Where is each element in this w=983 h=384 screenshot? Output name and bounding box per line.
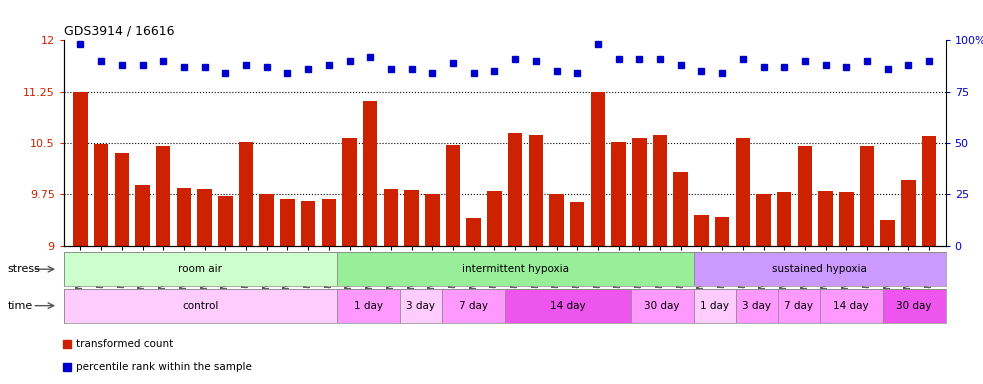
Bar xyxy=(591,92,606,246)
Bar xyxy=(735,289,778,323)
Bar xyxy=(136,185,149,246)
Bar xyxy=(778,289,820,323)
Bar xyxy=(819,191,833,246)
Bar xyxy=(383,189,398,246)
Text: GDS3914 / 16616: GDS3914 / 16616 xyxy=(64,25,174,38)
Bar xyxy=(115,153,129,246)
Bar xyxy=(467,218,481,246)
Bar xyxy=(156,146,170,246)
Text: 3 day: 3 day xyxy=(406,301,435,311)
Text: 30 day: 30 day xyxy=(645,301,680,311)
Bar xyxy=(239,142,254,246)
Bar xyxy=(488,191,501,246)
Bar xyxy=(860,146,874,246)
Bar xyxy=(260,194,274,246)
Bar xyxy=(400,289,441,323)
Text: time: time xyxy=(8,301,33,311)
Bar xyxy=(632,137,647,246)
Bar xyxy=(337,289,400,323)
Text: 14 day: 14 day xyxy=(834,301,869,311)
Bar xyxy=(694,252,946,286)
Bar xyxy=(694,289,735,323)
Text: intermittent hypoxia: intermittent hypoxia xyxy=(462,264,569,274)
Text: 7 day: 7 day xyxy=(459,301,488,311)
Bar xyxy=(425,194,439,246)
Bar xyxy=(839,192,853,246)
Bar xyxy=(549,194,564,246)
Bar xyxy=(756,194,771,246)
Bar xyxy=(505,289,631,323)
Text: 1 day: 1 day xyxy=(354,301,382,311)
Text: transformed count: transformed count xyxy=(77,339,174,349)
Bar xyxy=(631,289,694,323)
Bar xyxy=(363,101,377,246)
Bar xyxy=(301,201,316,246)
Text: room air: room air xyxy=(178,264,222,274)
Bar xyxy=(694,215,709,246)
Bar xyxy=(529,135,543,246)
Bar xyxy=(198,189,212,246)
Text: 3 day: 3 day xyxy=(742,301,772,311)
Text: control: control xyxy=(182,301,218,311)
Bar xyxy=(820,289,883,323)
Text: 1 day: 1 day xyxy=(700,301,729,311)
Bar xyxy=(881,220,895,246)
Bar xyxy=(94,144,108,246)
Bar xyxy=(735,138,750,246)
Bar xyxy=(715,217,729,246)
Bar xyxy=(508,133,522,246)
Bar xyxy=(337,252,694,286)
Bar xyxy=(404,190,419,246)
Text: 14 day: 14 day xyxy=(549,301,586,311)
Bar xyxy=(64,252,337,286)
Bar xyxy=(797,146,812,246)
Bar xyxy=(901,180,915,246)
Bar xyxy=(922,136,937,246)
Text: 30 day: 30 day xyxy=(896,301,932,311)
Bar xyxy=(342,137,357,246)
Bar xyxy=(321,199,336,246)
Bar xyxy=(64,289,337,323)
Bar xyxy=(280,199,295,246)
Bar xyxy=(611,142,626,246)
Text: 7 day: 7 day xyxy=(784,301,813,311)
Bar xyxy=(177,188,191,246)
Bar xyxy=(653,135,667,246)
Text: sustained hypoxia: sustained hypoxia xyxy=(773,264,867,274)
Bar xyxy=(673,172,688,246)
Bar xyxy=(445,145,460,246)
Bar xyxy=(883,289,946,323)
Text: percentile rank within the sample: percentile rank within the sample xyxy=(77,362,253,372)
Bar xyxy=(777,192,791,246)
Bar xyxy=(218,197,233,246)
Bar xyxy=(570,202,585,246)
Bar xyxy=(73,93,87,246)
Bar xyxy=(441,289,505,323)
Text: stress: stress xyxy=(8,264,40,274)
